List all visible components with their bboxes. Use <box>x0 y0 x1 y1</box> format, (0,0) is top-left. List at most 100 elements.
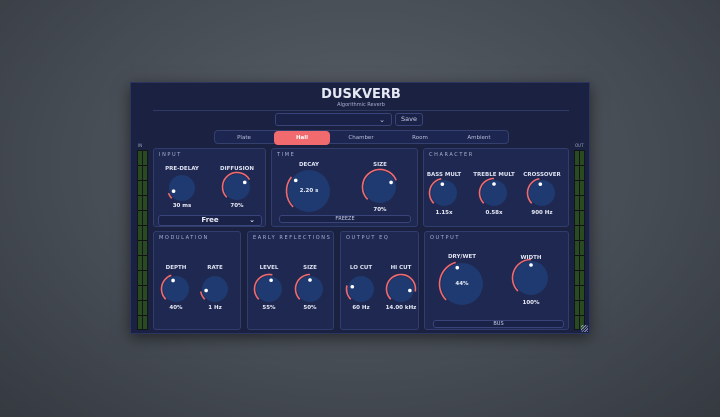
input-meter <box>137 150 148 330</box>
knob-value-arc <box>253 273 273 300</box>
chevron-down-icon: ⌄ <box>249 216 255 224</box>
knob-dial[interactable] <box>437 259 487 309</box>
knob-dial[interactable] <box>427 176 461 210</box>
knob-indicator <box>350 284 355 289</box>
knob-indicator <box>529 263 533 267</box>
knob-body <box>297 276 323 302</box>
knob-value-arc <box>285 176 294 208</box>
plugin-title: DUSKVERB <box>321 87 401 102</box>
knob-dial[interactable] <box>165 171 199 205</box>
knob-label: SIZE <box>373 162 387 168</box>
knob-indicator <box>455 265 460 270</box>
knob-value: 55% <box>262 305 276 311</box>
resize-handle[interactable] <box>581 325 588 332</box>
panel-title: MODULATION <box>159 235 209 241</box>
tab-chamber[interactable]: Chamber <box>348 135 374 141</box>
output-meter <box>574 150 585 330</box>
knob-label: WIDTH <box>520 255 542 261</box>
plugin-window: DUSKVERB Algorithmic Reverb ⌄ Save Plate… <box>130 82 590 334</box>
tab-hall[interactable]: Hall <box>274 131 330 145</box>
knob-value: 2.20 s <box>299 188 319 194</box>
knob-body <box>441 263 483 305</box>
knob-dial[interactable] <box>477 176 511 210</box>
out-meter-label: OUT <box>575 143 584 148</box>
knob-value: 30 ms <box>172 203 192 209</box>
knob-value: 70% <box>373 207 387 213</box>
plugin-subtitle: Algorithmic Reverb <box>337 102 385 108</box>
knob-value-arc <box>361 168 397 200</box>
freeze-button[interactable]: FREEZE <box>279 215 411 223</box>
knob-label: TREBLE MULT <box>473 172 515 178</box>
tab-plate[interactable]: Plate <box>237 135 251 141</box>
knob-dial[interactable] <box>344 272 378 306</box>
knob-body <box>256 276 282 302</box>
sync-dropdown[interactable]: Free ⌄ <box>158 215 262 226</box>
knob-label: SIZE <box>303 265 317 271</box>
knob-indicator <box>242 180 247 185</box>
knob-label: DEPTH <box>165 265 187 271</box>
knob-dial[interactable] <box>525 176 559 210</box>
panel-title: EARLY REFLECTIONS <box>253 235 332 241</box>
save-button[interactable]: Save <box>395 113 423 126</box>
knob-body <box>348 276 374 302</box>
knob-dial[interactable] <box>384 272 418 306</box>
knob-body <box>288 170 330 212</box>
knob-indicator <box>293 178 298 183</box>
preset-dropdown[interactable]: ⌄ <box>275 113 392 126</box>
knob-value: 14.00 kHz <box>385 305 417 311</box>
knob-value: 0.58x <box>485 210 503 216</box>
knob-body <box>224 174 250 200</box>
knob-value-arc <box>526 177 540 204</box>
knob-value-arc <box>511 258 532 292</box>
knob-dial[interactable] <box>220 170 254 204</box>
knob-value-arc <box>167 192 173 199</box>
knob-indicator <box>171 278 175 283</box>
knob-dial[interactable] <box>510 257 552 299</box>
knob-indicator <box>408 288 412 293</box>
knob-value-arc <box>199 291 206 300</box>
knob-label: PRE-DELAY <box>165 166 199 172</box>
knob-body <box>514 261 548 295</box>
knob-dial[interactable] <box>198 272 232 306</box>
knob-body <box>169 175 195 201</box>
knob-indicator <box>204 288 208 293</box>
knob-label: HI CUT <box>390 265 412 271</box>
knob-value-arc <box>428 177 442 204</box>
knob-label: CROSSOVER <box>523 172 561 178</box>
time-panel: TIME FREEZE <box>271 148 418 227</box>
knob-dial[interactable] <box>293 272 327 306</box>
chevron-down-icon: ⌄ <box>379 116 385 124</box>
knob-value: 100% <box>522 300 540 306</box>
knob-dial[interactable] <box>159 272 193 306</box>
knob-dial[interactable] <box>360 167 400 207</box>
knob-indicator <box>492 182 496 186</box>
panel-title: CHARACTER <box>429 152 474 158</box>
knob-label: LO CUT <box>349 265 373 271</box>
knob-indicator <box>538 182 543 186</box>
header-divider <box>153 110 569 111</box>
knob-body <box>481 180 507 206</box>
knob-indicator <box>269 278 273 283</box>
knob-dial[interactable] <box>252 272 286 306</box>
knob-body <box>364 171 396 203</box>
knob-value-arc <box>345 285 352 300</box>
knob-indicator <box>171 189 176 193</box>
tab-room[interactable]: Room <box>412 135 428 141</box>
panel-title: OUTPUT <box>430 235 460 241</box>
panel-title: OUTPUT EQ <box>346 235 390 241</box>
knob-label: DECAY <box>298 162 320 168</box>
tab-ambient[interactable]: Ambient <box>467 135 491 141</box>
knob-value-arc <box>438 261 456 301</box>
knob-value: 44% <box>455 281 469 287</box>
knob-dial[interactable] <box>284 166 334 216</box>
knob-body <box>431 180 457 206</box>
knob-body <box>529 180 555 206</box>
knob-body <box>388 276 414 302</box>
knob-indicator <box>308 278 312 282</box>
knob-value-arc <box>294 273 311 300</box>
knob-value: 40% <box>169 305 183 311</box>
knob-label: BASS MULT <box>426 172 462 178</box>
in-meter-label: IN <box>138 143 143 148</box>
knob-body <box>202 276 228 302</box>
bus-button[interactable]: BUS <box>433 320 564 328</box>
